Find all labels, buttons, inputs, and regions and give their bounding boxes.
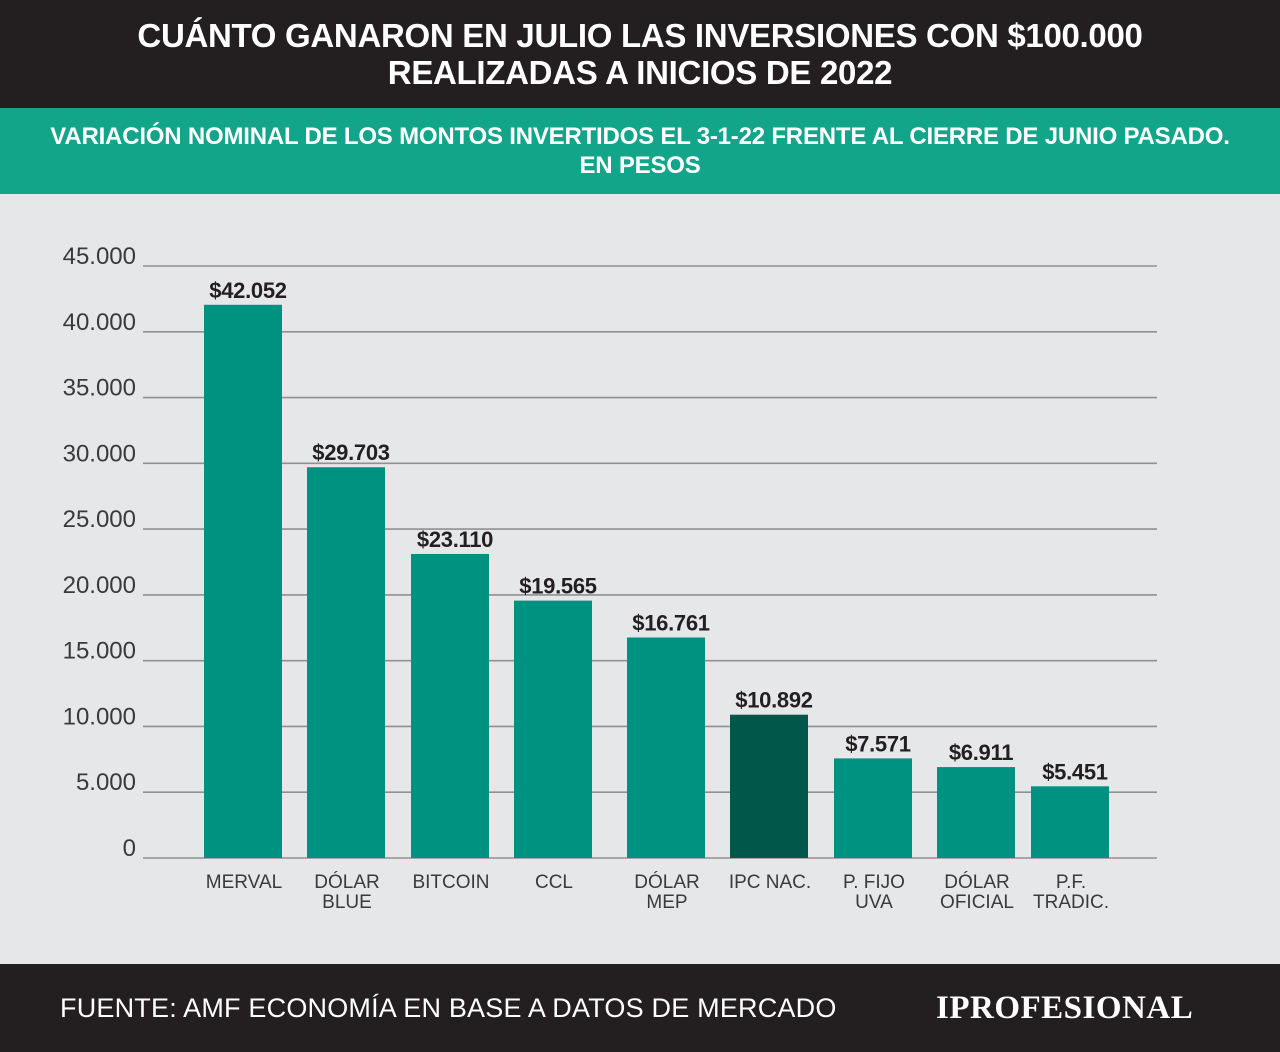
brand-logo: IPROFESIONAL <box>936 990 1194 1026</box>
chart-footer: FUENTE: AMF ECONOMÍA EN BASE A DATOS DE … <box>0 964 1280 1052</box>
bar-layer <box>204 304 1109 858</box>
y-tick-label: 20.000 <box>63 572 136 599</box>
bar <box>514 600 592 858</box>
y-tick-label: 35.000 <box>63 375 136 402</box>
y-tick-label: 10.000 <box>63 703 136 730</box>
y-tick-label: 15.000 <box>63 638 136 665</box>
x-tick-label: OFICIAL <box>940 892 1014 913</box>
data-label: $42.052 <box>209 278 286 303</box>
data-label: $10.892 <box>735 688 812 713</box>
x-tick-label: DÓLAR <box>944 871 1009 893</box>
data-label: $5.451 <box>1042 759 1108 784</box>
y-tick-label: 40.000 <box>63 309 136 336</box>
data-label: $23.110 <box>417 527 493 552</box>
x-tick-label: DÓLAR <box>634 871 699 893</box>
bar-chart: 0 5.000 10.000 15.000 20.000 25.000 30.000 35.0… <box>63 243 1157 913</box>
bar <box>834 758 912 858</box>
x-tick-label: MEP <box>646 892 687 913</box>
chart-subtitle-line-1: VARIACIÓN NOMINAL DE LOS MONTOS INVERTID… <box>50 123 1230 150</box>
bar <box>627 637 705 858</box>
y-tick-label: 0 <box>123 835 136 862</box>
x-tick-label: BLUE <box>322 892 372 913</box>
label-layer: $42.052MERVAL$29.703DÓLARBLUE$23.110BITC… <box>206 278 1109 913</box>
x-tick-label: TRADIC. <box>1033 892 1109 913</box>
data-label: $7.571 <box>845 731 911 756</box>
x-tick-label: P.F. <box>1056 872 1086 893</box>
y-tick-label: 30.000 <box>63 440 136 467</box>
bar <box>937 767 1015 858</box>
x-tick-label: CCL <box>535 872 573 893</box>
bar <box>730 714 808 858</box>
data-label: $6.911 <box>949 740 1013 765</box>
y-tick-label: 45.000 <box>63 243 136 270</box>
x-tick-label: P. FIJO <box>843 872 905 893</box>
chart-header: CUÁNTO GANARON EN JULIO LAS INVERSIONES … <box>0 0 1280 108</box>
chart-title-line-2: REALIZADAS A INICIOS DE 2022 <box>387 54 893 91</box>
chart-title-line-1: CUÁNTO GANARON EN JULIO LAS INVERSIONES … <box>137 17 1143 54</box>
bar <box>204 304 282 858</box>
x-tick-label: MERVAL <box>206 872 282 893</box>
source-note: FUENTE: AMF ECONOMÍA EN BASE A DATOS DE … <box>60 993 837 1023</box>
bar <box>307 467 385 858</box>
x-tick-label: DÓLAR <box>314 871 379 893</box>
y-tick-label: 5.000 <box>76 769 136 796</box>
bar <box>1031 786 1109 858</box>
x-tick-label: UVA <box>855 892 893 913</box>
x-tick-label: BITCOIN <box>412 872 489 893</box>
data-label: $19.565 <box>519 574 596 599</box>
chart-subheader: VARIACIÓN NOMINAL DE LOS MONTOS INVERTID… <box>0 108 1280 194</box>
chart-subtitle-line-2: EN PESOS <box>579 152 701 179</box>
bar <box>411 553 489 858</box>
data-label: $29.703 <box>312 440 389 465</box>
data-label: $16.761 <box>632 610 709 635</box>
y-tick-label: 25.000 <box>63 506 136 533</box>
x-tick-label: IPC NAC. <box>729 872 811 893</box>
